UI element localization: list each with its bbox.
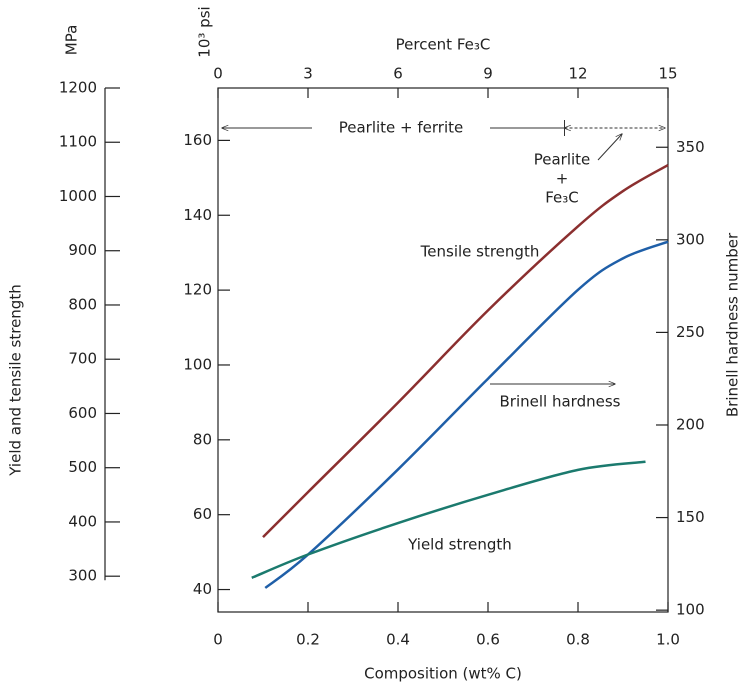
y-tick-label: 700 [68, 350, 97, 368]
x2-tick-label: 6 [393, 65, 403, 83]
label-bg [312, 117, 490, 139]
annotation: Fe₃C [545, 189, 579, 207]
annotation: + [556, 170, 569, 188]
x-axis-title: Composition (wt% C) [364, 665, 522, 683]
y3-tick-label: 200 [676, 415, 705, 433]
series-line [264, 240, 669, 589]
y-tick-label: 300 [68, 567, 97, 585]
x-tick-label: 0.8 [566, 631, 590, 649]
y-axis-title: Yield and tensile strength [7, 284, 25, 476]
x2-tick-label: 0 [213, 65, 223, 83]
y-tick-label: 800 [68, 295, 97, 313]
psi-unit: 10³ psi [196, 6, 214, 57]
y-tick-label: 1200 [59, 79, 97, 97]
y2-tick-label: 120 [183, 281, 212, 299]
x-tick-label: 1.0 [656, 631, 680, 649]
y3-tick-label: 250 [676, 323, 705, 341]
y2-tick-label: 140 [183, 206, 212, 224]
y3-tick-label: 150 [676, 508, 705, 526]
series-line [251, 460, 646, 579]
x2-tick-label: 15 [658, 65, 677, 83]
annotation: Pearlite + ferrite [339, 119, 464, 137]
x-tick-label: 0.2 [296, 631, 320, 649]
x-tick-label: 0 [213, 631, 223, 649]
y-tick-label: 900 [68, 241, 97, 259]
x2-tick-label: 3 [303, 65, 313, 83]
plot-frame [217, 87, 669, 613]
series-line [262, 163, 669, 539]
x2-tick-label: 12 [568, 65, 587, 83]
y3-axis-title: Brinell hardness number [724, 232, 742, 417]
series-label: Yield strength [407, 536, 512, 554]
mpa-unit: MPa [63, 25, 81, 56]
y-tick-label: 500 [68, 458, 97, 476]
y2-tick-label: 40 [193, 580, 212, 598]
y-tick-label: 1100 [59, 133, 97, 151]
x-tick-label: 0.6 [476, 631, 500, 649]
y-tick-label: 1000 [59, 187, 97, 205]
y2-tick-label: 100 [183, 355, 212, 373]
x2-axis-title: Percent Fe₃C [396, 36, 491, 54]
y-tick-label: 600 [68, 404, 97, 422]
pc-pointer [597, 134, 622, 161]
x-tick-label: 0.4 [386, 631, 410, 649]
y-tick-label: 400 [68, 512, 97, 530]
y2-tick-label: 80 [193, 430, 212, 448]
y3-tick-label: 300 [676, 230, 705, 248]
x2-tick-label: 9 [483, 65, 493, 83]
annotation: Pearlite [534, 151, 591, 169]
y3-tick-label: 100 [676, 601, 705, 619]
series-label: Tensile strength [420, 243, 540, 261]
series-label: Brinell hardness [500, 393, 621, 411]
y2-tick-label: 60 [193, 505, 212, 523]
y3-tick-label: 350 [676, 138, 705, 156]
y2-tick-label: 160 [183, 131, 212, 149]
